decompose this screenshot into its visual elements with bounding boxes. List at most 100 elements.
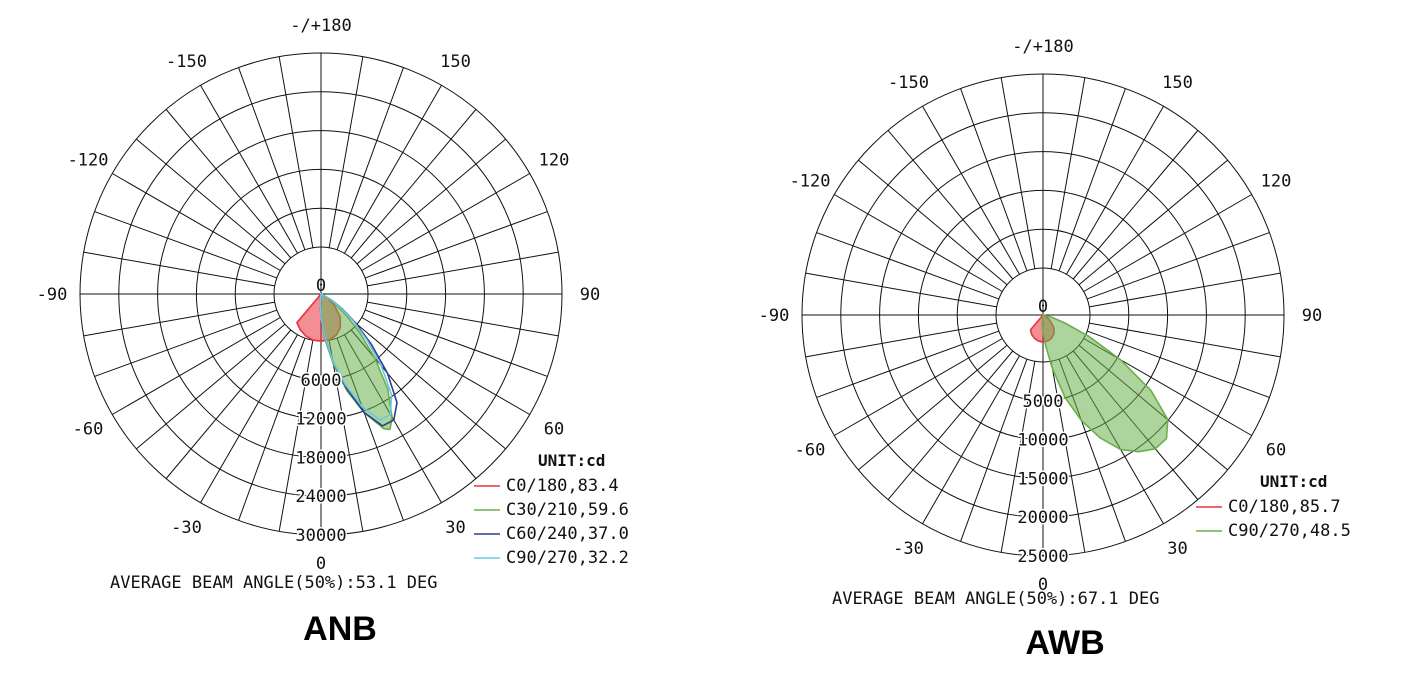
- angle-label: -60: [73, 420, 104, 440]
- grid-spoke: [887, 350, 1014, 500]
- radial-tick-label: 12000: [295, 410, 346, 430]
- legend-entry: C90/270,32.2: [506, 548, 629, 568]
- grid-spoke: [356, 138, 506, 265]
- grid-spoke: [112, 317, 281, 415]
- grid-spoke: [136, 138, 286, 265]
- grid-spoke: [278, 56, 314, 248]
- grid-spoke: [858, 159, 1008, 286]
- angle-label: -90: [37, 285, 68, 305]
- beam-angle-label: AVERAGE BEAM ANGLE(50%):53.1 DEG: [110, 573, 438, 593]
- legend-entry: C60/240,37.0: [506, 524, 629, 544]
- grid-spoke: [344, 85, 442, 254]
- legend-entry: C0/180,85.7: [1228, 497, 1341, 517]
- angle-label: -30: [893, 539, 924, 559]
- angle-label: 0: [1038, 575, 1048, 595]
- legend-entry: C90/270,48.5: [1228, 521, 1351, 541]
- grid-spoke: [361, 173, 530, 271]
- series-curve-3: [319, 293, 393, 421]
- grid-spoke: [816, 232, 1000, 300]
- grid-spoke: [960, 358, 1028, 542]
- angle-labels: 0 30 60 90 120 150 -/+180 -150 -120 -90 -60 -30: [759, 37, 1323, 595]
- grid-spoke: [1089, 272, 1281, 308]
- grid-spoke: [805, 272, 997, 308]
- grid-spoke: [336, 67, 404, 251]
- legend-entry: C30/210,59.6: [506, 500, 629, 520]
- grid-spoke: [356, 323, 506, 450]
- intensity-curves: [296, 293, 398, 431]
- angle-labels: 0 30 60 90 120 150 -/+180 -150 -120 -90 -60 -30: [37, 16, 601, 574]
- radial-tick-label: 30000: [295, 526, 346, 546]
- grid-spoke: [83, 301, 275, 337]
- radial-tick-labels: 0 6000 12000 18000 24000 30000: [294, 276, 348, 548]
- grid-spoke: [94, 211, 278, 279]
- grid-spoke: [922, 355, 1020, 524]
- grid-spoke: [1078, 159, 1228, 286]
- angle-label: -/+180: [1012, 37, 1073, 57]
- grid-spoke: [816, 330, 1000, 398]
- grid-spoke: [94, 309, 278, 377]
- angle-label: -/+180: [290, 16, 351, 36]
- angle-label: 120: [1261, 172, 1292, 192]
- grid-spoke: [238, 337, 306, 521]
- unit-label: UNIT:cd: [538, 451, 605, 470]
- grid-spoke: [367, 301, 559, 337]
- radial-tick-label: 25000: [1017, 547, 1068, 567]
- legend: UNIT:cd C0/180,85.7 C90/270,48.5: [1196, 472, 1351, 541]
- grid-spoke: [83, 251, 275, 287]
- radial-tick-label: 15000: [1017, 469, 1068, 489]
- grid-spoke: [1086, 330, 1270, 398]
- unit-label: UNIT:cd: [1260, 472, 1327, 491]
- grid-spoke: [1058, 88, 1126, 272]
- angle-label: 90: [580, 285, 600, 305]
- grid-spoke: [1066, 106, 1164, 275]
- radial-tick-label: 20000: [1017, 508, 1068, 528]
- angle-label: 0: [316, 554, 326, 574]
- center-label: 0: [1038, 297, 1048, 317]
- grid-spoke: [1050, 77, 1086, 269]
- grid-spoke: [350, 109, 477, 259]
- grid-spoke: [200, 85, 298, 254]
- angle-label: 30: [445, 518, 465, 538]
- radial-tick-label: 10000: [1017, 431, 1068, 451]
- grid-spoke: [278, 340, 314, 532]
- grid-spoke: [834, 194, 1003, 292]
- angle-label: -120: [68, 151, 109, 171]
- grid-spoke: [1000, 77, 1036, 269]
- grid-spoke: [1072, 130, 1199, 280]
- radial-tick-label: 5000: [1023, 392, 1064, 412]
- grid-spoke: [367, 251, 559, 287]
- legend-entry: C0/180,83.4: [506, 476, 619, 496]
- grid-spoke: [328, 340, 364, 532]
- grid-spoke: [364, 309, 548, 377]
- angle-label: -30: [171, 518, 202, 538]
- grid-spoke: [960, 88, 1028, 272]
- grid-spoke: [364, 211, 548, 279]
- grid-spoke: [112, 173, 281, 271]
- angle-label: 30: [1167, 539, 1187, 559]
- legend: UNIT:cd C0/180,83.4 C30/210,59.6 C60/240,3…: [474, 451, 629, 568]
- grid-spoke: [328, 56, 364, 248]
- grid-spoke: [922, 106, 1020, 275]
- grid-spoke: [238, 67, 306, 251]
- model-label: ANB: [303, 610, 377, 648]
- polar-chart-awb: 0 30 60 90 120 150 -/+180 -150 -120 -90 -60 -30 0 50…: [759, 37, 1351, 662]
- grid-spoke: [1089, 322, 1281, 358]
- angle-label: 150: [1162, 73, 1193, 93]
- radial-tick-label: 6000: [301, 371, 342, 391]
- polar-chart-anb: 0 30 60 90 120 150 -/+180 -150 -120 -90 -60 -30 0 60…: [37, 16, 629, 648]
- grid-spoke: [165, 329, 292, 479]
- grid-spoke: [136, 323, 286, 450]
- grid-spoke: [200, 334, 298, 503]
- grid-spoke: [805, 322, 997, 358]
- angle-label: 120: [539, 151, 570, 171]
- series-curve-1: [1041, 314, 1169, 453]
- center-label: 0: [316, 276, 326, 296]
- angle-label: -60: [795, 441, 826, 461]
- angle-label: -150: [888, 73, 929, 93]
- intensity-curves: [1029, 314, 1169, 453]
- grid-spoke: [1086, 232, 1270, 300]
- grid-spoke: [887, 130, 1014, 280]
- grid-spoke: [858, 344, 1008, 471]
- radial-tick-labels: 0 5000 10000 15000 20000 25000: [1016, 297, 1070, 569]
- angle-label: -90: [759, 306, 790, 326]
